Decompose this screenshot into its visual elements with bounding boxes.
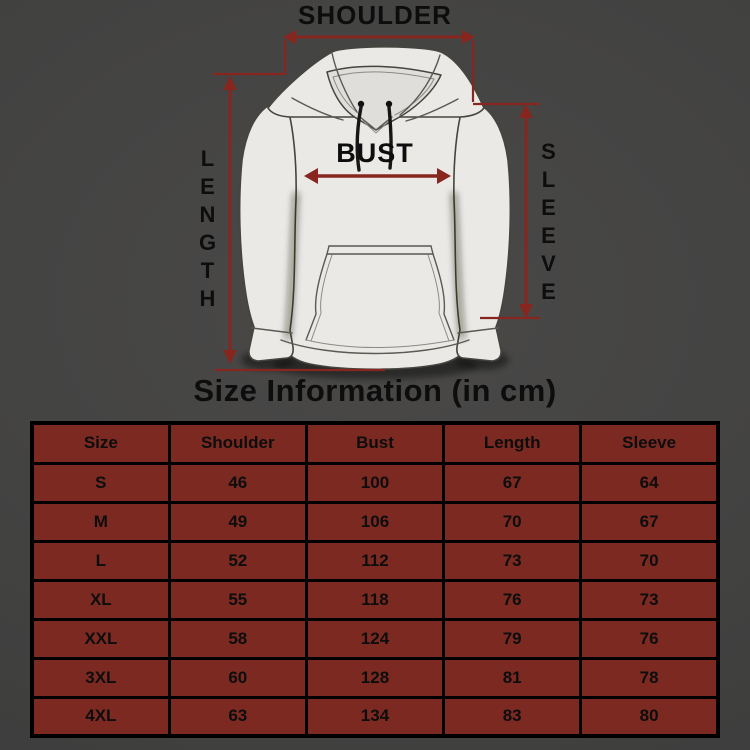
measurement-annotations (213, 30, 540, 372)
measurement-cell: 124 (304, 617, 446, 660)
measurement-cell: 78 (579, 656, 720, 699)
hoodie-diagram (213, 30, 540, 379)
size-cell: M (30, 500, 171, 543)
size-cell: XL (30, 578, 171, 621)
drawstring-aglet (357, 100, 365, 108)
size-cell: S (30, 461, 171, 504)
size-table: Size Shoulder Bust Length Sleeve S 46 100 67 64 M… (30, 421, 720, 738)
drawstring-aglet (385, 100, 393, 108)
table-row: 3XL 60 128 81 78 (30, 656, 720, 699)
measurement-cell: 100 (304, 461, 446, 504)
column-header: Length (442, 421, 583, 465)
size-table-header: Size Shoulder Bust Length Sleeve (30, 421, 720, 465)
measurement-cell: 70 (579, 539, 720, 582)
measurement-cell: 70 (442, 500, 583, 543)
shoulder-arrow (283, 30, 475, 102)
measurement-cell: 73 (579, 578, 720, 621)
measurement-cell: 134 (304, 695, 446, 738)
measurement-cell: 76 (442, 578, 583, 621)
table-row: 4XL 63 134 83 80 (30, 695, 720, 738)
page-title: Size Information (in cm) (193, 373, 557, 408)
size-cell: 4XL (30, 695, 171, 738)
measurement-cell: 58 (167, 617, 308, 660)
measurement-cell: 112 (304, 539, 446, 582)
size-cell: XXL (30, 617, 171, 660)
length-measure-label: LENGTH (195, 146, 220, 314)
table-row: S 46 100 67 64 (30, 461, 720, 504)
column-header: Size (30, 421, 171, 465)
table-row: L 52 112 73 70 (30, 539, 720, 582)
size-cell: L (30, 539, 171, 582)
column-header: Sleeve (579, 421, 720, 465)
measurement-cell: 67 (442, 461, 583, 504)
size-table-body: S 46 100 67 64 M 49 106 70 67 L 52 112 73 70 XL 55 118 76 7… (30, 461, 720, 738)
measurement-cell: 128 (304, 656, 446, 699)
measurement-cell: 80 (579, 695, 720, 738)
table-row: M 49 106 70 67 (30, 500, 720, 543)
measurement-cell: 67 (579, 500, 720, 543)
hoodie-illustration (238, 46, 512, 371)
measurement-cell: 60 (167, 656, 308, 699)
table-row: XXL 58 124 79 76 (30, 617, 720, 660)
measurement-cell: 55 (167, 578, 308, 621)
measurement-cell: 118 (304, 578, 446, 621)
bust-measure-label: BUST (336, 138, 414, 168)
sleeve-measure-label: SLEEVE (536, 139, 561, 307)
column-header: Bust (304, 421, 446, 465)
bust-arrow (304, 168, 451, 184)
measurement-cell: 46 (167, 461, 308, 504)
size-cell: 3XL (30, 656, 171, 699)
table-row: XL 55 118 76 73 (30, 578, 720, 621)
measurement-cell: 49 (167, 500, 308, 543)
measurement-cell: 106 (304, 500, 446, 543)
measurement-cell: 63 (167, 695, 308, 738)
sleeve-arrow (473, 102, 540, 320)
measurement-cell: 81 (442, 656, 583, 699)
shoulder-measure-label: SHOULDER (298, 0, 452, 30)
measurement-cell: 52 (167, 539, 308, 582)
column-header: Shoulder (167, 421, 308, 465)
measurement-cell: 83 (442, 695, 583, 738)
header-row: Size Shoulder Bust Length Sleeve (30, 421, 720, 465)
measurement-cell: 76 (579, 617, 720, 660)
measurement-cell: 64 (579, 461, 720, 504)
length-arrow (213, 72, 385, 372)
measurement-cell: 73 (442, 539, 583, 582)
measurement-cell: 79 (442, 617, 583, 660)
